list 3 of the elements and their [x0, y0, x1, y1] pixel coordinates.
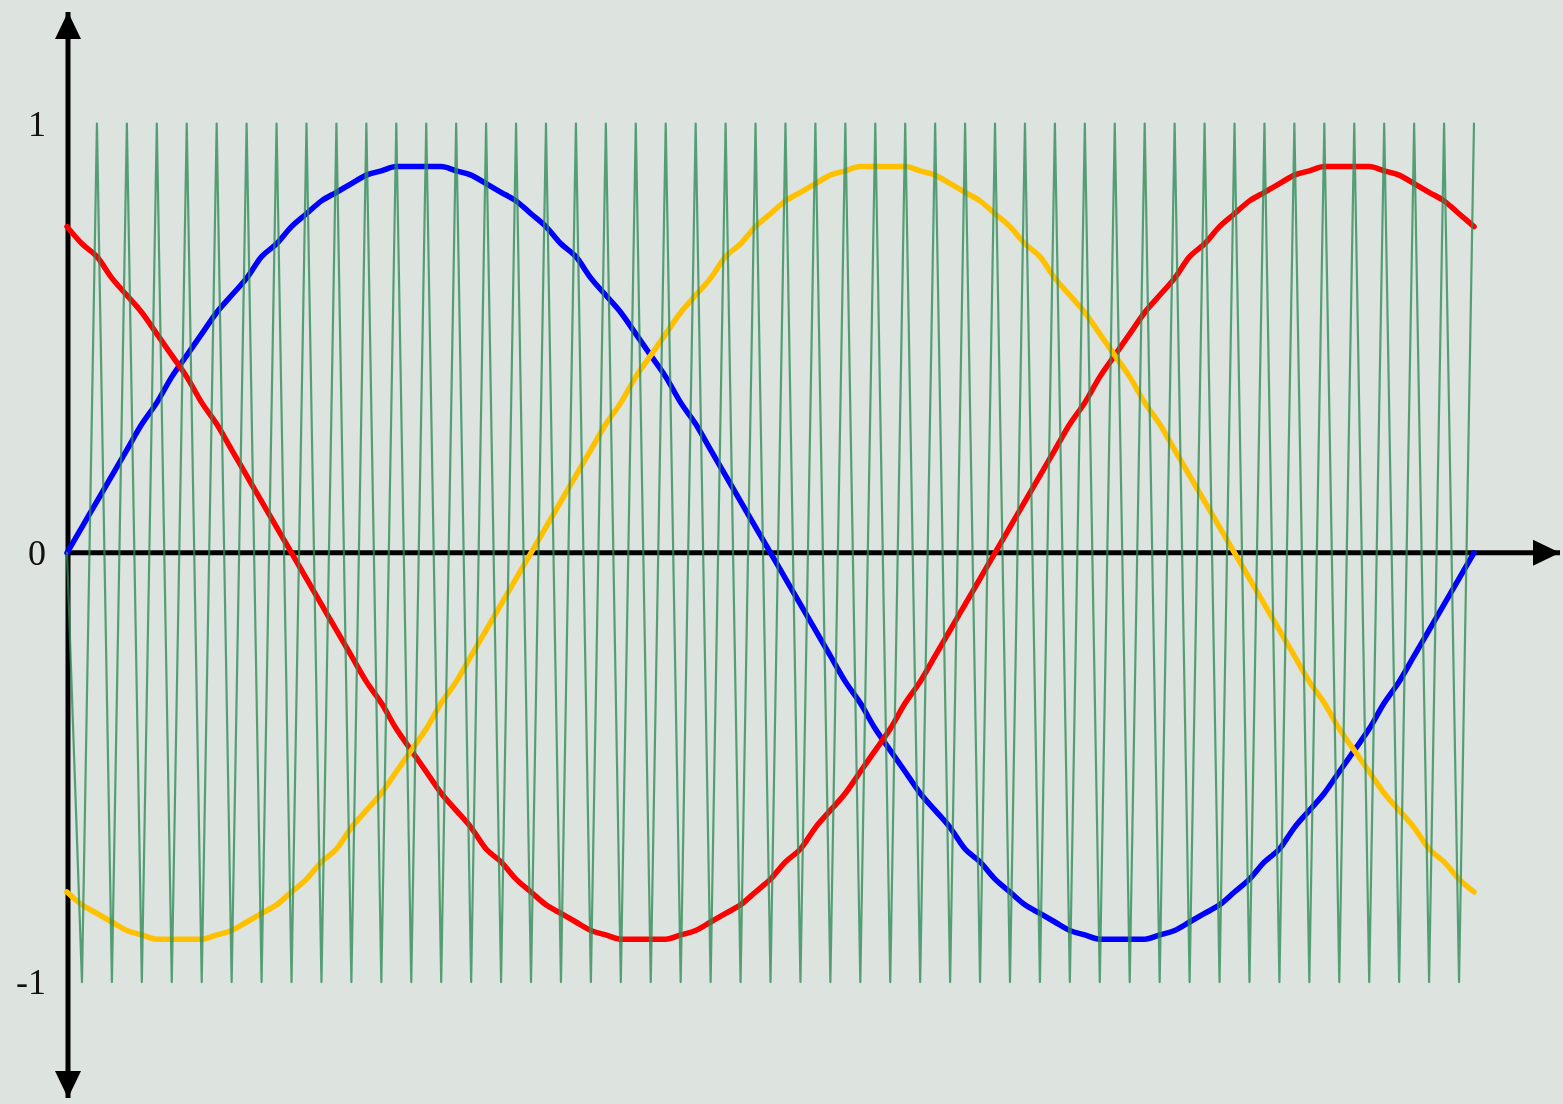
- y-tick-label: -1: [16, 962, 46, 1003]
- y-tick-label: 0: [28, 532, 46, 573]
- y-tick-label: 1: [28, 103, 46, 144]
